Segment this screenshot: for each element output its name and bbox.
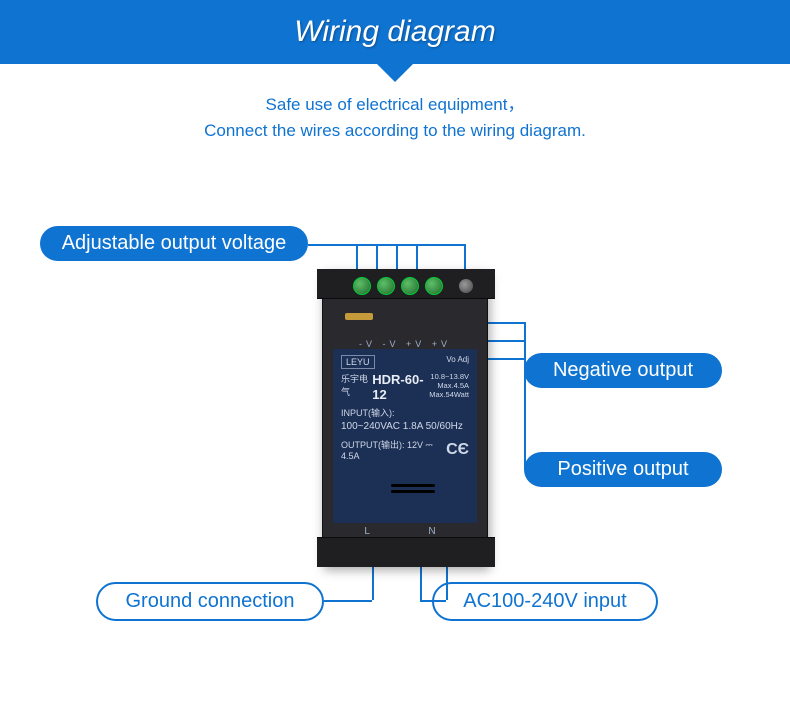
callout-negative-output: Negative output (524, 353, 722, 388)
wiring-diagram: Adjustable output voltage Negative outpu… (0, 170, 790, 690)
device-label-plate: LEYU Vo Adj 乐宇电气 HDR-60-12 10.8~13.8V Ma… (333, 349, 477, 523)
connector-line (524, 340, 526, 470)
input-label: INPUT(输入): (341, 406, 469, 419)
header-title: Wiring diagram (294, 15, 495, 49)
subtitle-line-1: Safe use of electrical equipment， (0, 92, 790, 118)
terminal-neg-1 (353, 277, 371, 295)
terminal-pos-2 (425, 277, 443, 295)
power-supply-device: -V -V +V +V LEYU Vo Adj 乐宇电气 HDR-60-12 1… (322, 270, 488, 566)
connector-line (308, 244, 464, 246)
connector-line (324, 600, 372, 602)
input-value: 100~240VAC 1.8A 50/60Hz (341, 421, 469, 432)
terminal-pos-1 (401, 277, 419, 295)
subtitle-line-2: Connect the wires according to the wirin… (0, 118, 790, 144)
connector-line (420, 600, 446, 602)
voltage-adjust-screw (459, 279, 473, 293)
spec-voltage-range: 10.8~13.8V (429, 372, 469, 381)
header-bar: Wiring diagram (0, 0, 790, 64)
subtitle: Safe use of electrical equipment， Connec… (0, 92, 790, 143)
callout-ground-connection: Ground connection (96, 582, 324, 621)
spec-max-watt: Max.54Watt (429, 390, 469, 399)
terminal-neg-2 (377, 277, 395, 295)
callout-positive-output: Positive output (524, 452, 722, 487)
terminal-labels: -V -V +V +V (359, 339, 451, 349)
output-label: OUTPUT(输出): (341, 440, 405, 450)
callout-adjustable-voltage: Adjustable output voltage (40, 226, 308, 261)
ce-mark-icon: CЄ (446, 441, 469, 459)
brand-sub: 乐宇电气 (341, 372, 372, 402)
header-arrow-icon (377, 64, 413, 82)
device-slot (345, 313, 373, 320)
callout-ac-input: AC100-240V input (432, 582, 658, 621)
brand-name: LEYU (341, 355, 375, 369)
spec-max-current: Max.4.5A (429, 381, 469, 390)
output-terminals (353, 277, 443, 295)
ln-labels: L N (323, 526, 487, 537)
device-bottom-edge (317, 537, 495, 567)
vent-slots (391, 484, 435, 487)
vo-adj-label: Vo Adj (446, 355, 469, 369)
model-number: HDR-60-12 (372, 372, 429, 402)
